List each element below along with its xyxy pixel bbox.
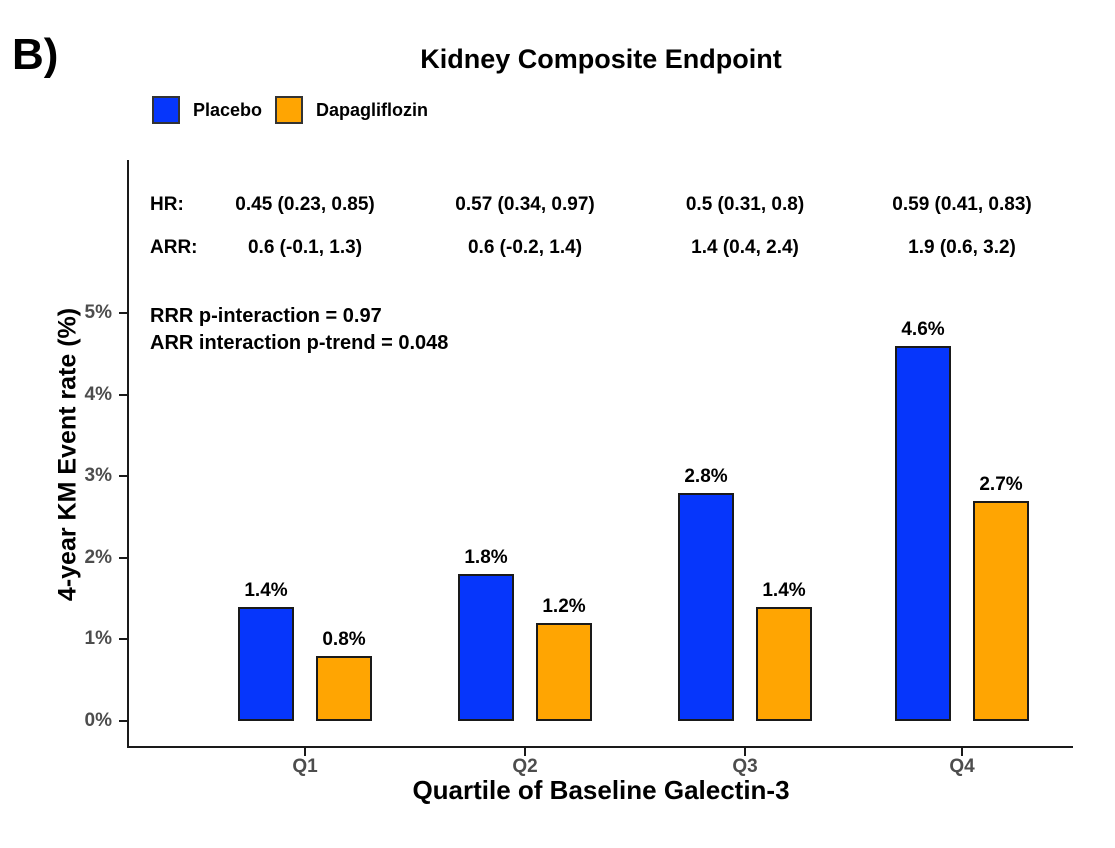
bar-value-label: 1.8% <box>464 547 508 569</box>
y-tick-label: 2% <box>84 546 112 568</box>
x-axis-line <box>127 746 1073 748</box>
y-tick-mark <box>119 393 127 396</box>
legend-label-dapagliflozin: Dapagliflozin <box>316 99 429 120</box>
x-tick-mark <box>744 748 746 756</box>
x-tick-label: Q4 <box>949 756 975 777</box>
bar-value-label: 2.8% <box>684 465 728 487</box>
y-tick-mark <box>119 312 127 314</box>
bar-value-label: 4.6% <box>901 318 945 340</box>
bar-dapagliflozin-q2 <box>536 623 592 721</box>
arr-value: 1.4 (0.4, 2.4) <box>691 237 799 258</box>
x-tick-mark <box>961 748 963 756</box>
bar-dapagliflozin-q3 <box>756 606 812 721</box>
arr-row-label: ARR: <box>150 237 198 258</box>
bar-value-label: 0.8% <box>322 628 366 650</box>
bar-placebo-q2 <box>458 574 514 721</box>
x-tick-label: Q2 <box>512 756 538 777</box>
y-tick-label: 3% <box>84 465 112 487</box>
y-axis-line <box>127 160 129 748</box>
y-tick-mark <box>119 475 127 478</box>
panel-label: B) <box>12 30 59 79</box>
legend-item-placebo: Placebo <box>152 96 262 124</box>
x-axis-title: Quartile of Baseline Galectin-3 <box>412 775 790 805</box>
y-tick-label: 0% <box>84 710 112 731</box>
arr-p-trend-text: ARR interaction p-trend = 0.048 <box>150 332 449 354</box>
hr-value: 0.5 (0.31, 0.8) <box>685 194 805 215</box>
y-tick-label: 4% <box>84 383 112 405</box>
hr-value: 0.57 (0.34, 0.97) <box>455 194 595 215</box>
bar-placebo-q1 <box>238 606 294 721</box>
bar-dapagliflozin-q4 <box>973 500 1029 721</box>
arr-value: 0.6 (-0.1, 1.3) <box>247 237 363 258</box>
rrr-p-interaction-text: RRR p-interaction = 0.97 <box>150 305 382 327</box>
x-tick-label: Q3 <box>732 756 758 777</box>
y-tick-label: 5% <box>84 302 112 323</box>
x-tick-mark <box>524 748 526 756</box>
chart-title: Kidney Composite Endpoint <box>420 44 782 74</box>
y-tick-mark <box>119 638 127 641</box>
arr-value: 1.9 (0.6, 3.2) <box>908 237 1016 258</box>
bar-dapagliflozin-q1 <box>316 655 372 721</box>
legend: Placebo Dapagliflozin <box>152 96 428 124</box>
bar-value-label: 1.2% <box>542 596 586 618</box>
y-tick-mark <box>119 556 127 559</box>
bar-placebo-q4 <box>895 345 951 721</box>
y-tick-label: 1% <box>84 628 112 650</box>
x-tick-mark <box>304 748 306 756</box>
hr-row-label: HR: <box>150 194 184 215</box>
hr-value: 0.59 (0.41, 0.83) <box>892 194 1032 215</box>
legend-label-placebo: Placebo <box>193 99 263 120</box>
bar-placebo-q3 <box>678 492 734 721</box>
dapagliflozin-swatch-icon <box>275 96 304 124</box>
y-tick-mark <box>119 720 127 722</box>
bar-value-label: 1.4% <box>244 579 288 601</box>
bar-value-label: 2.7% <box>979 473 1023 495</box>
x-tick-label: Q1 <box>292 756 318 777</box>
placebo-swatch-icon <box>152 96 180 124</box>
bar-value-label: 1.4% <box>762 579 806 601</box>
arr-value: 0.6 (-0.2, 1.4) <box>467 237 583 258</box>
legend-item-dapagliflozin: Dapagliflozin <box>275 96 428 124</box>
hr-value: 0.45 (0.23, 0.85) <box>235 194 375 215</box>
